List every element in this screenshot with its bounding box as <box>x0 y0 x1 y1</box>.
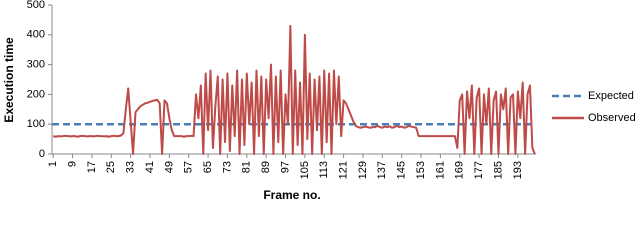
x-tick-label: 49 <box>163 161 175 173</box>
x-tick-label: 129 <box>357 161 369 179</box>
x-tick-label: 65 <box>202 161 214 173</box>
x-tick-label: 25 <box>105 161 117 173</box>
x-tick-label: 137 <box>376 161 388 179</box>
x-tick-label: 185 <box>492 161 504 179</box>
x-tick-label: 113 <box>318 161 330 179</box>
y-tick-label: 500 <box>27 0 45 11</box>
y-tick-label: 200 <box>27 88 45 100</box>
series-line <box>52 24 536 155</box>
y-tick-label: 0 <box>39 148 45 160</box>
x-tick-label: 17 <box>86 161 98 173</box>
legend-label: Observed <box>588 112 636 124</box>
legend-label: Expected <box>588 90 634 102</box>
x-tick-label: 33 <box>125 161 137 173</box>
x-axis-title: Frame no. <box>263 188 320 202</box>
x-tick-label: 145 <box>396 161 408 179</box>
y-tick-label: 100 <box>27 118 45 130</box>
x-tick-label: 177 <box>473 161 485 179</box>
x-tick-label: 161 <box>434 161 446 179</box>
y-tick-label: 400 <box>27 29 45 41</box>
x-tick-label: 153 <box>415 161 427 179</box>
x-tick-label: 73 <box>221 161 233 173</box>
x-tick-label: 41 <box>144 161 156 173</box>
x-tick-label: 105 <box>299 161 311 179</box>
x-tick-label: 1 <box>47 161 59 167</box>
x-tick-label: 9 <box>66 161 78 167</box>
x-tick-label: 89 <box>260 161 272 173</box>
x-tick-label: 193 <box>512 161 524 179</box>
y-tick-label: 300 <box>27 59 45 71</box>
x-tick-label: 121 <box>338 161 350 179</box>
x-tick-label: 57 <box>183 161 195 173</box>
x-tick-label: 169 <box>454 161 466 179</box>
chart: Frame no. Execution time 0 100 200 300 400 50… <box>2 0 636 202</box>
x-tick-label: 97 <box>279 161 291 173</box>
y-axis-title: Execution time <box>2 37 16 123</box>
x-tick-label: 81 <box>241 161 253 173</box>
